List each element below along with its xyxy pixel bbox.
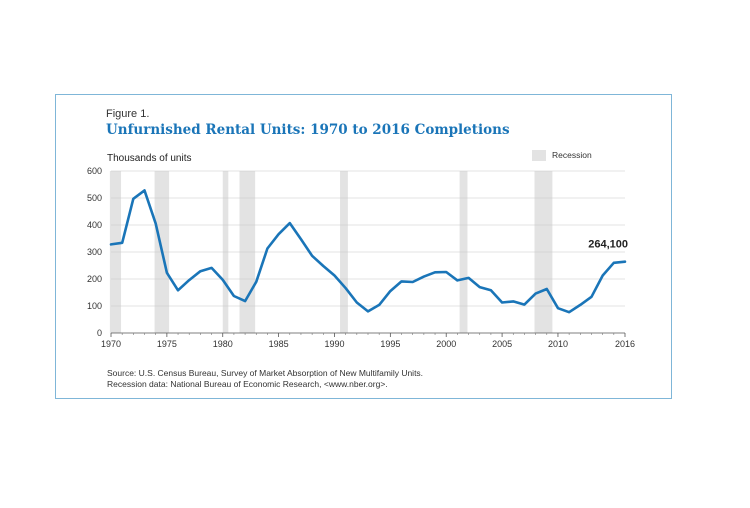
figure-label: Figure 1. [106,108,150,120]
y-tick-label: 0 [97,328,102,338]
y-axis-label: Thousands of units [107,153,192,164]
x-tick-label: 1975 [157,339,177,349]
x-tick-label: 1990 [324,339,344,349]
annotation-label: 264,100 [588,239,628,251]
y-tick-label: 600 [87,166,102,176]
source-line-1: Source: U.S. Census Bureau, Survey of Ma… [107,368,424,378]
source-note: Source: U.S. Census Bureau, Survey of Ma… [107,368,423,390]
y-tick-label: 100 [87,301,102,311]
x-tick-label: 2016 [615,339,635,349]
chart-title: Unfurnished Rental Units: 1970 to 2016 C… [106,122,510,138]
x-tick-label: 1970 [101,339,121,349]
x-tick-label: 1980 [213,339,233,349]
x-tick-label: 2005 [492,339,512,349]
y-tick-label: 200 [87,274,102,284]
y-tick-label: 400 [87,220,102,230]
x-tick-label: 1995 [380,339,400,349]
legend: Recession [532,149,592,161]
y-tick-label: 300 [87,247,102,257]
source-line-2: Recession data: National Bureau of Econo… [107,379,388,389]
x-tick-label: 2000 [436,339,456,349]
recession-legend-swatch [532,149,546,161]
x-tick-label: 2010 [548,339,568,349]
y-tick-label: 500 [87,193,102,203]
x-tick-label: 1985 [269,339,289,349]
legend-label: Recession [552,150,592,160]
